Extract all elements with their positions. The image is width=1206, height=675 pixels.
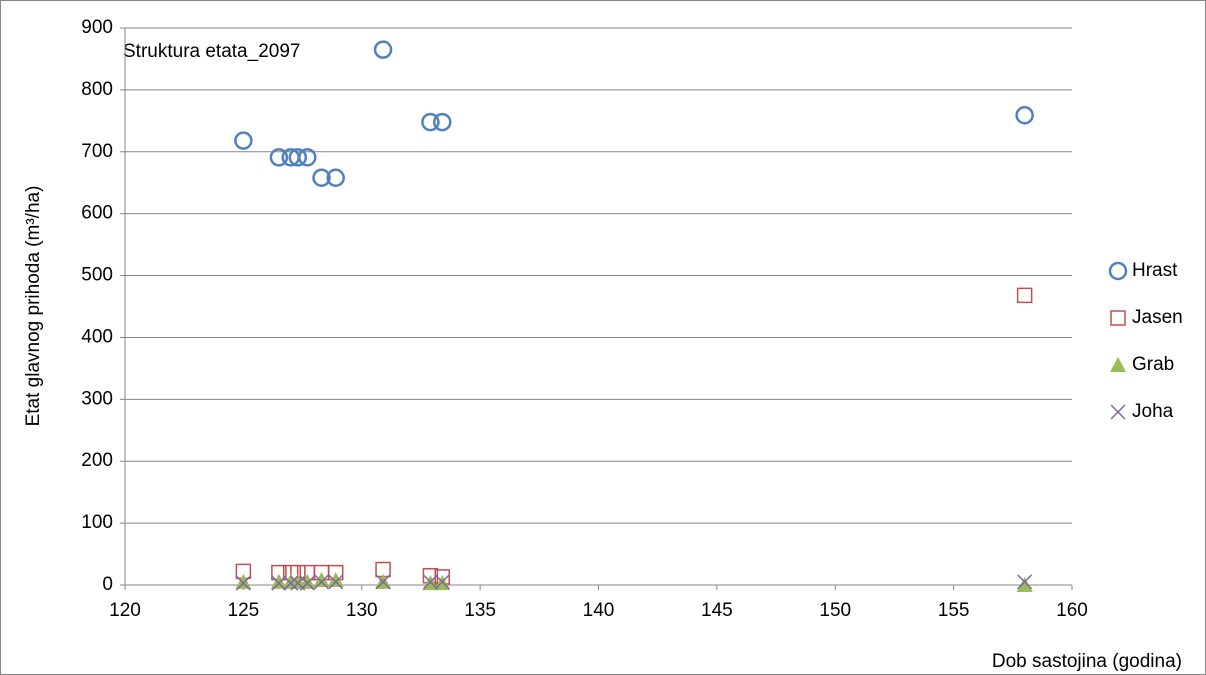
legend-label: Joha [1132, 401, 1174, 422]
point [327, 572, 344, 588]
point [1015, 106, 1034, 125]
y-tick-label: 300 [81, 388, 113, 409]
x-tick-label: 130 [346, 600, 378, 621]
point [421, 112, 440, 132]
point [298, 148, 317, 167]
point [1016, 287, 1033, 304]
x-tick-label: 125 [228, 600, 260, 621]
y-tick-label: 900 [81, 17, 113, 38]
y-tick-label: 600 [81, 203, 113, 224]
point [312, 168, 331, 188]
point [422, 574, 438, 590]
y-tick-label: 200 [81, 450, 113, 471]
x-tick-label: 145 [701, 600, 733, 621]
point [432, 112, 452, 132]
legend-marker [1110, 357, 1126, 372]
legend-marker [1110, 404, 1126, 420]
point [328, 574, 344, 590]
point [271, 575, 287, 591]
x-axis-label: Dob sastojina (godina) [992, 651, 1182, 672]
x-tick-label: 135 [464, 600, 496, 621]
x-tick-label: 155 [938, 600, 970, 621]
y-axis-label: Etat glavnog prihoda (m³/ha) [23, 186, 44, 427]
point [1016, 577, 1033, 592]
legend-label: Jasen [1132, 307, 1183, 328]
point [235, 573, 252, 589]
y-tick-label: 800 [81, 79, 113, 100]
y-tick-label: 0 [102, 574, 113, 595]
point [375, 574, 391, 590]
y-tick-label: 400 [81, 326, 113, 347]
legend-label: Hrast [1132, 260, 1178, 281]
point [283, 575, 299, 591]
x-tick-label: 150 [819, 600, 851, 621]
legend-marker [1108, 261, 1128, 281]
legend-marker [1110, 310, 1126, 326]
point [1017, 574, 1033, 590]
y-tick-label: 100 [81, 512, 113, 533]
y-tick-label: 700 [81, 141, 113, 162]
point [269, 148, 289, 167]
point [299, 575, 315, 591]
point [299, 573, 316, 589]
chart-title: Struktura etata_2097 [123, 41, 300, 62]
legend-label: Grab [1132, 354, 1174, 375]
point [434, 574, 450, 590]
point [270, 573, 287, 589]
point [313, 574, 330, 590]
point [373, 40, 393, 59]
y-tick-label: 500 [81, 265, 113, 286]
point [288, 148, 308, 167]
x-tick-label: 160 [1056, 600, 1088, 621]
x-tick-label: 140 [583, 600, 615, 621]
point [313, 572, 330, 588]
x-tick-label: 120 [109, 600, 141, 621]
point [235, 575, 251, 591]
point [234, 131, 253, 150]
point [326, 168, 345, 188]
